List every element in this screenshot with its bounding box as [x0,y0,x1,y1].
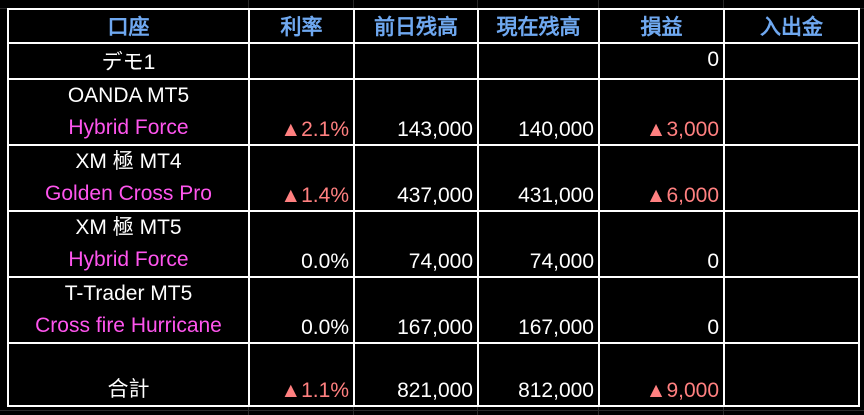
total-label[interactable]: 合計 [7,342,250,407]
table-row: OANDA MT5 Hybrid Force ▲2.1% 143,000 140,… [7,78,860,146]
table-row: T-Trader MT5 Cross fire Hurricane 0.0% 16… [7,276,860,344]
header-prev-balance[interactable]: 前日残高 [353,8,479,44]
rate-cell[interactable]: 0.0% [248,276,355,344]
account-name: XM 極 MT4 [75,150,182,173]
header-rate[interactable]: 利率 [248,8,355,44]
total-prev[interactable]: 821,000 [353,342,479,407]
total-deposit[interactable] [723,342,860,407]
table-row: XM 極 MT4 Golden Cross Pro ▲1.4% 437,000 4… [7,144,860,212]
header-current-balance[interactable]: 現在残高 [477,8,600,44]
prev-cell[interactable] [353,42,479,80]
table-row: XM 極 MT5 Hybrid Force 0.0% 74,000 74,000 … [7,210,860,278]
deposit-cell[interactable] [723,276,860,344]
pnl-cell[interactable]: 0 [598,276,725,344]
account-cell[interactable]: OANDA MT5 Hybrid Force [7,78,250,146]
header-row: 口座 利率 前日残高 現在残高 損益 入出金 [7,8,860,44]
deposit-cell[interactable] [723,210,860,278]
rate-cell[interactable]: ▲2.1% [248,78,355,146]
strategy-name: Hybrid Force [68,248,189,271]
pnl-cell[interactable]: 0 [598,210,725,278]
prev-balance-cell[interactable]: 74,000 [353,210,479,278]
account-cell[interactable]: デモ1 [7,42,250,80]
prev-balance-cell[interactable]: 167,000 [353,276,479,344]
header-account[interactable]: 口座 [7,8,250,44]
table-row-total: 合計 ▲1.1% 821,000 812,000 ▲9,000 [7,342,860,407]
prev-balance-cell[interactable]: 143,000 [353,78,479,146]
pnl-cell[interactable]: ▲6,000 [598,144,725,212]
pnl-cell[interactable]: 0 [598,42,725,80]
header-pnl[interactable]: 損益 [598,8,725,44]
account-cell[interactable]: XM 極 MT5 Hybrid Force [7,210,250,278]
deposit-cell[interactable] [723,78,860,146]
header-deposit-withdrawal[interactable]: 入出金 [723,8,860,44]
total-pnl[interactable]: ▲9,000 [598,342,725,407]
current-balance-cell[interactable]: 140,000 [477,78,600,146]
rate-cell[interactable] [248,42,355,80]
account-name: OANDA MT5 [67,84,190,107]
deposit-cell[interactable] [723,42,860,80]
total-current[interactable]: 812,000 [477,342,600,407]
total-rate[interactable]: ▲1.1% [248,342,355,407]
pnl-cell[interactable]: ▲3,000 [598,78,725,146]
current-balance-cell[interactable]: 74,000 [477,210,600,278]
current-balance-cell[interactable]: 167,000 [477,276,600,344]
account-name: T-Trader MT5 [64,282,193,305]
account-summary-table: 口座 利率 前日残高 現在残高 損益 入出金 デモ1 0 OANDA MT5 Hy… [7,8,860,407]
rate-cell[interactable]: 0.0% [248,210,355,278]
strategy-name: Cross fire Hurricane [35,314,222,337]
account-name: XM 極 MT5 [75,216,182,239]
current-balance-cell[interactable]: 431,000 [477,144,600,212]
account-cell[interactable]: XM 極 MT4 Golden Cross Pro [7,144,250,212]
table-row-demo: デモ1 0 [7,42,860,80]
strategy-name: Hybrid Force [68,116,189,139]
rate-cell[interactable]: ▲1.4% [248,144,355,212]
strategy-name: Golden Cross Pro [45,182,212,205]
account-cell[interactable]: T-Trader MT5 Cross fire Hurricane [7,276,250,344]
prev-balance-cell[interactable]: 437,000 [353,144,479,212]
deposit-cell[interactable] [723,144,860,212]
current-cell[interactable] [477,42,600,80]
